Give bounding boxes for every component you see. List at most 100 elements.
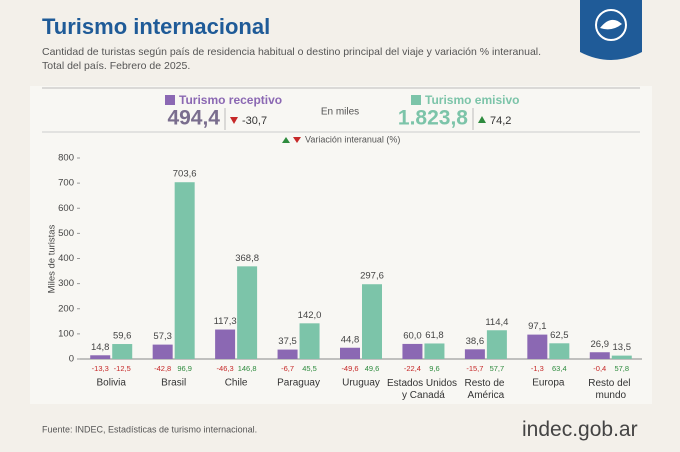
bar bbox=[589, 352, 610, 359]
brand-main: indec bbox=[522, 418, 572, 441]
value-label: 26,9 bbox=[591, 339, 610, 350]
change-label: -42,8 bbox=[154, 364, 171, 373]
logo-icon bbox=[595, 9, 627, 41]
x-tick-line: Resto de bbox=[464, 378, 507, 389]
bar bbox=[237, 266, 258, 359]
subtitle: Total del país. Febrero de 2025. bbox=[42, 60, 190, 72]
change-label: 57,7 bbox=[490, 364, 505, 373]
change-label: 96,9 bbox=[177, 364, 192, 373]
brand: indec.gob.ar bbox=[522, 418, 638, 441]
x-tick-line: mundo bbox=[595, 390, 626, 401]
legend-label: Turismo emisivo bbox=[425, 93, 519, 107]
change-label: 9,6 bbox=[429, 364, 439, 373]
legend-up bbox=[282, 137, 290, 143]
x-tick-line: y Canadá bbox=[402, 390, 445, 401]
value-label: 57,3 bbox=[153, 331, 172, 342]
legend-swatch bbox=[165, 95, 175, 105]
x-tick-line: Resto del bbox=[588, 378, 633, 389]
legend-label: Turismo receptivo bbox=[179, 93, 282, 107]
y-tick-label: 700 bbox=[58, 178, 74, 189]
bar bbox=[402, 343, 423, 359]
total-value: 494,4 bbox=[167, 107, 220, 130]
x-tick-label: Bolivia bbox=[96, 378, 126, 389]
unit-note: En miles bbox=[321, 107, 359, 118]
change-label: 57,8 bbox=[614, 364, 629, 373]
subtitle: Cantidad de turistas según país de resid… bbox=[42, 46, 541, 58]
change-label: -12,5 bbox=[114, 364, 131, 373]
source: Fuente: INDEC, Estadísticas de turismo i… bbox=[42, 424, 257, 434]
chart-title: Turismo internacional bbox=[42, 14, 270, 39]
y-tick-label: 100 bbox=[58, 328, 74, 339]
legend-label: Variación interanual (%) bbox=[305, 134, 400, 144]
bar bbox=[362, 284, 382, 359]
bar bbox=[90, 355, 111, 359]
bar bbox=[424, 343, 445, 359]
value-label: 142,0 bbox=[298, 310, 322, 321]
y-tick-label: 500 bbox=[58, 228, 74, 239]
bar bbox=[549, 343, 570, 359]
change-label: -6,7 bbox=[281, 364, 294, 373]
bar bbox=[527, 334, 548, 359]
change-label: -49,6 bbox=[341, 364, 358, 373]
y-tick-label: 800 bbox=[58, 153, 74, 164]
change-arrow bbox=[230, 117, 238, 124]
bar bbox=[464, 349, 485, 359]
y-tick-label: 300 bbox=[58, 278, 74, 289]
y-axis-label: Miles de turistas bbox=[47, 224, 58, 293]
bar bbox=[215, 329, 236, 359]
bar bbox=[277, 349, 298, 359]
total-value: 1.823,8 bbox=[398, 107, 468, 130]
bar bbox=[174, 182, 195, 359]
total-change: -30,7 bbox=[242, 115, 267, 127]
value-label: 37,5 bbox=[278, 336, 297, 347]
value-label: 62,5 bbox=[550, 330, 569, 341]
logo-badge bbox=[580, 0, 642, 60]
y-tick-label: 400 bbox=[58, 253, 74, 264]
value-label: 117,3 bbox=[214, 316, 237, 327]
value-label: 61,8 bbox=[425, 330, 444, 341]
value-label: 368,8 bbox=[235, 253, 259, 264]
change-label: -1,3 bbox=[531, 364, 544, 373]
change-label: 146,8 bbox=[238, 364, 257, 373]
x-tick-label: Resto de América bbox=[464, 378, 507, 401]
x-tick-label: Brasil bbox=[161, 378, 186, 389]
value-label: 703,6 bbox=[173, 169, 197, 180]
legend-down bbox=[293, 137, 301, 143]
brand-suffix: .gob.ar bbox=[572, 418, 637, 441]
value-label: 97,1 bbox=[528, 321, 547, 332]
value-label: 60,0 bbox=[403, 330, 422, 341]
x-tick-label: Europa bbox=[532, 378, 565, 389]
x-tick-line: América bbox=[468, 390, 505, 401]
bar bbox=[299, 323, 320, 359]
change-label: -22,4 bbox=[404, 364, 421, 373]
value-label: 14,8 bbox=[91, 342, 110, 353]
bar bbox=[152, 344, 173, 359]
legend-swatch bbox=[411, 95, 421, 105]
x-tick-label: Resto del mundo bbox=[588, 378, 633, 401]
change-label: -13,3 bbox=[92, 364, 109, 373]
change-label: -0,4 bbox=[593, 364, 606, 373]
x-tick-label: Chile bbox=[225, 378, 248, 389]
change-label: -46,3 bbox=[217, 364, 234, 373]
bar bbox=[611, 355, 632, 359]
x-tick-label: Uruguay bbox=[342, 378, 380, 389]
value-label: 114,4 bbox=[485, 317, 508, 328]
y-tick-label: 200 bbox=[58, 303, 74, 314]
y-tick-label: 0 bbox=[69, 354, 74, 365]
bar bbox=[340, 347, 360, 359]
x-tick-label: Paraguay bbox=[277, 378, 320, 389]
change-label: 63,4 bbox=[552, 364, 567, 373]
y-tick-label: 600 bbox=[58, 203, 74, 214]
x-tick-line: Estados Unidos bbox=[387, 378, 460, 389]
value-label: 297,6 bbox=[360, 271, 384, 282]
bar bbox=[486, 330, 507, 359]
change-label: -15,7 bbox=[466, 364, 483, 373]
total-change: 74,2 bbox=[490, 115, 511, 127]
change-label: 49,6 bbox=[365, 364, 380, 373]
x-tick-label: Estados Unidos y Canadá bbox=[387, 378, 460, 401]
change-label: 45,5 bbox=[302, 364, 317, 373]
logo-icon bbox=[600, 19, 622, 30]
value-label: 59,6 bbox=[113, 331, 132, 342]
value-label: 44,8 bbox=[341, 334, 360, 345]
bar bbox=[112, 344, 133, 359]
